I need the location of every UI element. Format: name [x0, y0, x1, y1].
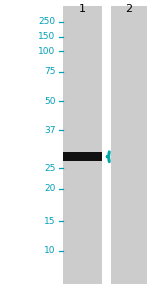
- Text: 20: 20: [44, 185, 56, 193]
- Text: 250: 250: [38, 18, 56, 26]
- Text: 150: 150: [38, 32, 56, 41]
- Text: 25: 25: [44, 164, 56, 173]
- Text: 10: 10: [44, 246, 56, 255]
- Bar: [63, 6, 102, 284]
- Bar: [111, 6, 147, 284]
- Text: 2: 2: [125, 4, 133, 14]
- Bar: [63, 152, 102, 161]
- Text: 1: 1: [79, 4, 86, 14]
- Text: 75: 75: [44, 67, 56, 76]
- Text: 100: 100: [38, 47, 56, 56]
- Text: 37: 37: [44, 126, 56, 135]
- Text: 50: 50: [44, 97, 56, 105]
- Text: 15: 15: [44, 217, 56, 226]
